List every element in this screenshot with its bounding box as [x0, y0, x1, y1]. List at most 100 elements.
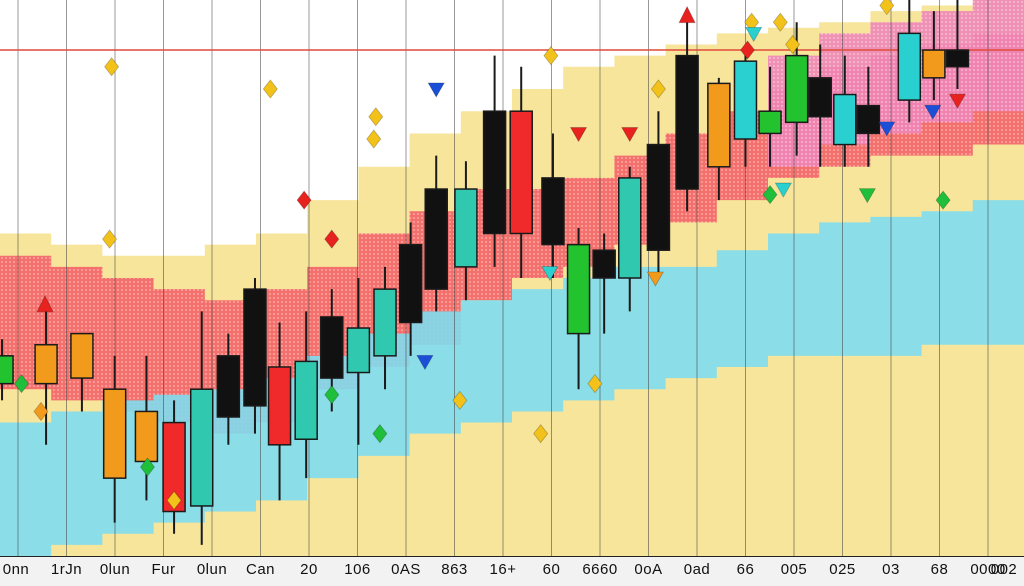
candle — [102, 355, 127, 523]
candle — [808, 44, 832, 167]
candle-body — [541, 177, 565, 246]
marker-diamond — [33, 401, 49, 422]
x-tick-label: 66 — [736, 561, 755, 578]
candle — [618, 166, 642, 312]
x-tick-label: 005 — [780, 561, 808, 578]
candle — [592, 233, 616, 334]
candle-body — [733, 60, 758, 140]
candle-body — [34, 343, 58, 385]
marker-diamond — [772, 12, 788, 32]
x-tick-label: 863 — [441, 561, 468, 578]
marker-diamond — [452, 390, 468, 410]
candle-body — [294, 360, 318, 440]
candle-body — [243, 288, 267, 407]
candle-body — [134, 410, 159, 463]
marker-arrow-up — [36, 294, 54, 313]
candle-body — [70, 332, 94, 379]
cyan-band — [0, 177, 1024, 557]
candle — [216, 333, 241, 445]
marker-arrow-down — [646, 271, 665, 287]
x-tick-label: 106 — [344, 561, 371, 578]
candle — [707, 77, 731, 201]
candle — [566, 227, 591, 390]
marker-arrow-down — [416, 354, 434, 371]
marker-arrow-down — [948, 93, 967, 109]
marker-diamond — [879, 0, 895, 16]
marker-diamond — [139, 457, 155, 477]
candle — [243, 278, 267, 434]
x-tick-label: 0ad — [683, 561, 711, 578]
candle-body — [482, 110, 507, 235]
candle-body — [784, 54, 809, 124]
marker-arrow-up — [678, 5, 696, 24]
marker-diamond — [324, 229, 340, 249]
x-tick-label: Can — [245, 561, 276, 578]
candle-body — [808, 77, 832, 118]
candle — [833, 55, 857, 167]
x-tick-label: 002 — [990, 561, 1018, 578]
x-tick-label: 0oA — [634, 561, 663, 578]
marker-arrow-down — [541, 266, 559, 282]
candle-body — [509, 110, 533, 235]
marker-arrow-down — [924, 104, 942, 121]
candle — [346, 278, 371, 445]
candle — [70, 332, 94, 412]
candle-body — [592, 249, 616, 279]
candle-body — [216, 355, 241, 418]
candle — [294, 311, 318, 479]
marker-diamond — [166, 490, 182, 511]
x-tick-label: 60 — [542, 561, 561, 578]
candle-body — [945, 49, 970, 68]
candle — [34, 311, 58, 445]
candle — [897, 0, 922, 123]
candle-body — [424, 188, 448, 290]
x-axis-strip — [0, 556, 1024, 586]
x-tick-label: 6660 — [582, 561, 618, 578]
candle — [509, 66, 533, 278]
marker-arrow-down — [569, 127, 588, 143]
candle-body — [618, 177, 642, 279]
candle-body — [320, 316, 344, 379]
marker-arrow-down — [427, 82, 445, 98]
marker-diamond — [13, 373, 30, 394]
x-tick-label: 0lun — [99, 561, 131, 578]
marker-diamond — [740, 40, 756, 60]
candle-body — [267, 366, 292, 446]
pink-band — [0, 0, 1024, 301]
marker-diamond — [368, 107, 384, 127]
candle-body — [162, 421, 186, 513]
marker-diamond — [262, 79, 278, 99]
candle-body — [0, 355, 14, 385]
marker-diamond — [587, 373, 603, 394]
marker-diamond — [372, 424, 388, 444]
candle-body — [675, 54, 699, 190]
candle-body — [856, 104, 881, 135]
marker-diamond — [762, 184, 778, 205]
marker-diamond — [533, 424, 549, 444]
candle — [675, 22, 699, 212]
candle — [398, 222, 423, 356]
candle — [0, 339, 14, 401]
candle-body — [454, 188, 478, 268]
marker-diamond — [324, 385, 340, 405]
marker-diamond — [935, 190, 951, 210]
x-tick-label: 1rJn — [50, 561, 83, 578]
marker-diamond — [785, 34, 801, 55]
candle-body — [758, 110, 782, 135]
candle — [267, 322, 292, 501]
marker-arrow-down — [774, 182, 793, 198]
candle — [454, 161, 478, 301]
candle — [424, 155, 448, 312]
candle-body — [398, 243, 423, 324]
x-tick-label: Fur — [151, 561, 176, 578]
candles-layer — [0, 0, 970, 545]
candle-body — [346, 327, 371, 374]
candle — [856, 66, 881, 167]
candle-body — [922, 49, 946, 79]
candle-body — [566, 243, 591, 335]
marker-diamond — [104, 57, 120, 77]
candle — [758, 66, 782, 167]
band-layer — [0, 0, 1024, 557]
candle — [733, 44, 758, 167]
